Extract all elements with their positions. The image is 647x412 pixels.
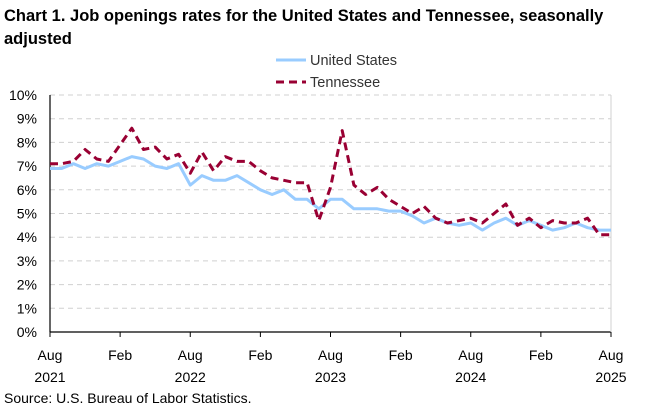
x-tick-year: 2021: [34, 369, 65, 385]
x-tick-month: Feb: [389, 347, 413, 363]
x-tick-month: Feb: [248, 347, 272, 363]
y-tick-label: 8%: [17, 134, 37, 150]
y-tick-label: 5%: [17, 206, 37, 222]
y-tick-label: 9%: [17, 111, 37, 127]
y-tick-label: 6%: [17, 182, 37, 198]
x-tick-month: Aug: [318, 347, 343, 363]
source-note: Source: U.S. Bureau of Labor Statistics.: [4, 390, 252, 406]
chart-title: Chart 1. Job openings rates for the Unit…: [4, 7, 604, 48]
y-tick-label: 7%: [17, 158, 37, 174]
y-tick-label: 10%: [9, 87, 37, 103]
x-tick-month: Aug: [178, 347, 203, 363]
x-tick-month: Aug: [38, 347, 63, 363]
x-tick-month: Feb: [108, 347, 132, 363]
y-tick-label: 4%: [17, 229, 37, 245]
y-tick-label: 0%: [17, 324, 37, 340]
series-line-tennessee: [50, 126, 611, 237]
y-tick-label: 3%: [17, 253, 37, 269]
legend-label: Tennessee: [310, 75, 380, 91]
x-tick-month: Aug: [458, 347, 483, 363]
x-tick-month: Aug: [599, 347, 624, 363]
y-tick-label: 1%: [17, 300, 37, 316]
x-tick-year: 2023: [315, 369, 346, 385]
legend-label: United States: [310, 53, 397, 69]
x-tick-year: 2025: [595, 369, 626, 385]
x-tick-year: 2024: [455, 369, 486, 385]
x-tick-year: 2022: [175, 369, 206, 385]
x-tick-month: Feb: [529, 347, 553, 363]
y-tick-label: 2%: [17, 277, 37, 293]
